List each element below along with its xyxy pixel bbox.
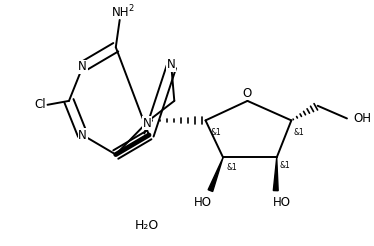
Text: NH: NH [112,6,129,19]
Text: OH: OH [354,112,372,125]
Text: HO: HO [273,196,291,209]
Polygon shape [273,157,278,191]
Text: HO: HO [194,196,212,209]
Text: Cl: Cl [34,98,46,111]
Text: 2: 2 [129,4,134,13]
Text: H₂O: H₂O [135,219,159,232]
Text: N: N [142,117,151,130]
Text: N: N [167,58,176,71]
Text: &1: &1 [211,128,221,137]
Text: &1: &1 [280,161,290,170]
Text: N: N [78,128,87,141]
Text: &1: &1 [293,128,304,137]
Text: N: N [78,60,87,73]
Text: &1: &1 [226,163,237,172]
Text: O: O [243,87,252,100]
Polygon shape [208,157,223,191]
